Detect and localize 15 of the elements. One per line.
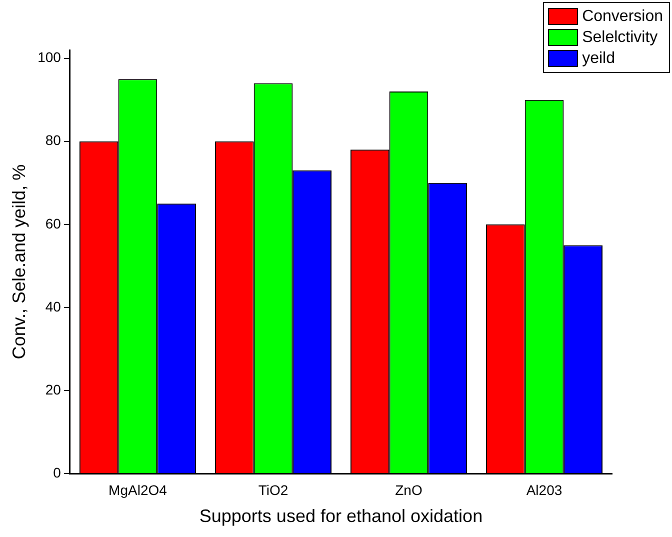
y-tick-label: 100 [38,49,62,66]
legend-label: yeild [582,50,615,68]
x-axis-title: Supports used for ethanol oxidation [199,506,483,526]
y-tick-label: 20 [45,381,62,398]
legend-label: Conversion [582,8,663,26]
y-tick-label: 80 [45,132,62,148]
y-tick-label: 0 [53,464,62,480]
x-tick-label: ZnO [395,482,422,498]
y-axis-title: Conv., Sele.and yeild, % [8,164,29,360]
x-tick-label: MgAl2O4 [108,482,168,498]
y-tick-label: 60 [45,215,62,232]
x-tick-label: Al203 [526,482,562,498]
y-tick-label: 40 [45,298,62,314]
x-tick-label: TiO2 [258,482,288,498]
legend-label: Selelctivity [582,28,658,46]
